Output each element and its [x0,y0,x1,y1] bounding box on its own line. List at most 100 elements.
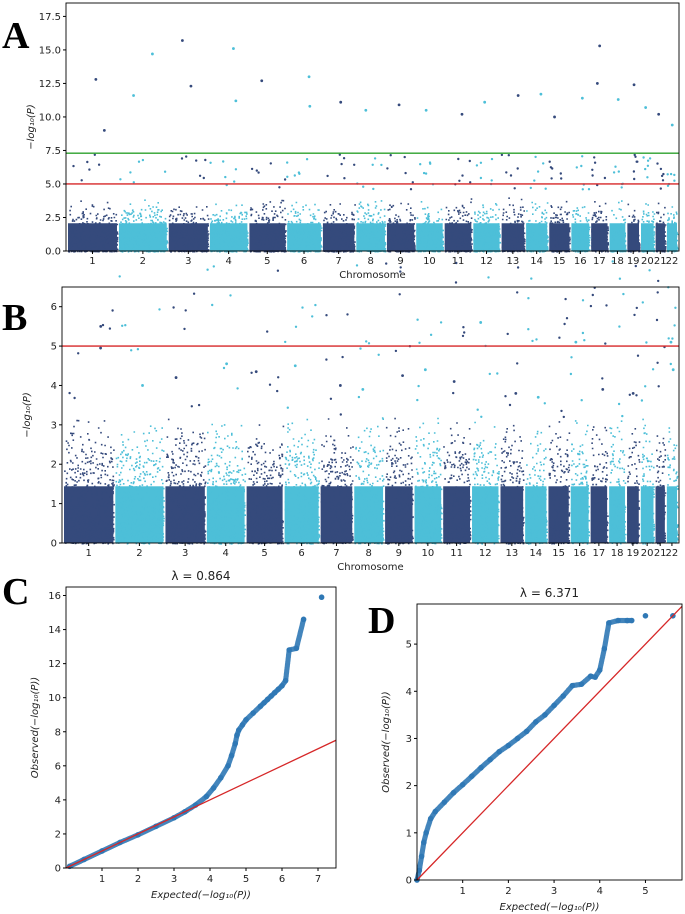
x-tick-label: 11 [452,256,465,267]
x-tick-label: 14 [529,548,542,559]
qq-point [300,616,307,623]
chromosome-points-9 [387,202,416,253]
qq-points [414,612,676,883]
x-tick-label: 15 [552,548,565,559]
chromosome-upper-points-12 [476,276,499,418]
y-tick-label: 1 [51,499,57,510]
qq-point [642,612,649,619]
qq-point [560,693,567,699]
chromosome-upper-points-19 [632,153,639,181]
reference-line [65,739,337,869]
peak-point [364,108,368,112]
chromosome-upper-points-19 [628,264,640,397]
peak-point [514,391,518,395]
chromosome-points-11 [444,198,473,253]
chromosome-upper-points-2 [119,158,167,184]
y-tick-label: 4 [51,381,57,392]
data-points [64,260,679,545]
y-tick-label: 4 [406,687,412,698]
x-tick-label: 1 [85,548,91,559]
peak-point [94,78,98,81]
peak-point [616,98,620,101]
qq-points [66,594,325,870]
qq-curve-points [67,617,306,869]
qq-point [615,617,621,624]
chromosome-points-4 [210,203,249,253]
chromosome-points-20 [640,418,656,545]
x-tick-label: 20 [641,548,654,559]
qq-point [261,700,267,706]
y-tick-label: 2 [406,781,412,792]
chromosome-upper-points-6 [284,303,317,409]
qq-point [551,702,557,709]
qq-point [243,717,249,723]
qq-point [505,742,512,749]
x-tick-label: 13 [506,256,519,267]
peak-point [234,99,238,103]
y-tick-label: 2 [51,460,57,471]
qq-point [624,617,630,624]
chromosome-points-8 [356,200,387,253]
qq-point [423,830,429,836]
qq-point [459,781,466,788]
chromosome-points-13 [500,424,525,545]
chromosome-upper-points-17 [589,286,608,380]
peak-point [644,106,648,109]
chromosome-points-22 [667,206,679,253]
qq-point [228,752,235,759]
qq-point [232,740,238,747]
x-tick-label: 3 [551,886,557,897]
peak-point [669,340,673,344]
y-tick-label: 0.0 [45,247,61,258]
chromosome-upper-points-10 [419,161,435,186]
y-tick-label: 3 [51,420,57,431]
peak-point [339,100,343,104]
chromosome-points-5 [249,199,287,253]
chromosome-points-17 [590,426,609,544]
x-tick-label: 19 [627,548,640,559]
chromosome-band-22 [666,223,677,251]
x-tick-label: 22 [666,256,679,267]
x-tick-label: 4 [597,886,603,897]
y-axis-label: −log₁₀(P) [26,104,37,149]
peak-point [174,376,178,379]
qq-point [628,617,635,624]
qq-point [487,756,493,763]
chromosome-upper-points-21 [656,162,665,190]
qq-point [421,839,427,846]
peak-point [102,128,106,132]
qq-point [210,785,217,791]
x-axis-label: Chromosome [339,270,405,281]
chromosome-points-18 [609,420,627,545]
qq-point [601,646,608,652]
peak-point [254,370,258,374]
peak-point [483,100,487,104]
y-tick-label: 1 [406,828,412,839]
qq-point [592,674,598,680]
qq-point [578,681,585,688]
chart-title: λ = 0.864 [171,569,230,583]
peak-point [338,384,342,387]
peak-point [574,340,578,344]
y-tick-label: 14 [48,625,61,636]
peak-point [99,346,102,350]
x-tick-label: 16 [574,256,587,267]
qq-point [282,677,289,684]
x-tick-label: 12 [479,548,492,559]
x-tick-label: 14 [530,256,543,267]
peak-point [293,364,297,368]
peak-point [225,362,228,366]
chromosome-points-1 [64,419,115,545]
chromosome-upper-points-14 [527,277,546,405]
qq-point [542,712,548,718]
y-tick-label: 17.5 [39,12,61,23]
chromosome-upper-points-4 [206,265,239,390]
plot-frame [65,2,680,252]
peak-point [553,115,556,119]
peak-point [671,368,675,372]
qq-point [234,732,240,738]
qq-plot-d: 1 2 3 4 5 0 1 2 3 4 5 λ = 6.371 Expected(−log₁₀(P)) O… [381,586,683,913]
manhattan-plot-a: 0.02.55.07.510.012.515.017.51 2 3 4 5 6 7 8 9 10 1… [26,2,680,281]
peak-point [595,82,599,85]
peak-point [181,39,184,42]
